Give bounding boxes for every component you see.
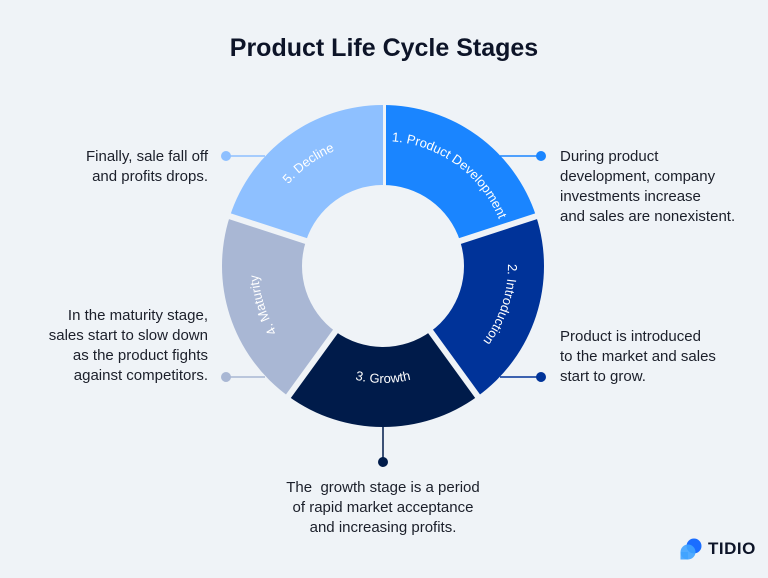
desc-line: against competitors.: [73, 367, 208, 384]
stage-5-segment: [229, 105, 383, 241]
stage-5-description: Finally, sale fall off and profits drops…: [86, 147, 208, 187]
desc-line: as the product fights: [72, 347, 208, 364]
stage-2-segment: [430, 216, 544, 397]
stage-1-dot: [536, 151, 546, 161]
tidio-bubbles-icon: [680, 538, 702, 560]
desc-line: development, company: [560, 168, 716, 185]
tidio-logo: TIDIO: [680, 538, 756, 560]
stage-4-description: In the maturity stage, sales start to sl…: [49, 306, 208, 386]
stage-4-segment: [222, 216, 336, 397]
stage-2-description: Product is introduced to the market and …: [560, 327, 716, 387]
desc-line: Finally, sale fall off: [86, 148, 208, 165]
stage-2-dot: [536, 372, 546, 382]
stage-3-description: The growth stage is a period of rapid ma…: [233, 478, 533, 538]
stage-1-segment: [383, 105, 537, 241]
desc-line: Product is introduced: [560, 328, 701, 345]
stage-3-dot: [378, 457, 388, 467]
desc-line: of rapid market acceptance: [292, 499, 474, 516]
desc-line: The growth stage is a period: [286, 479, 480, 496]
desc-line: to the market and sales: [560, 348, 716, 365]
logo-text: TIDIO: [708, 539, 756, 558]
desc-line: investments increase: [560, 188, 701, 205]
desc-line: and profits drops.: [92, 168, 208, 185]
page-title: Product Life Cycle Stages: [229, 34, 539, 62]
desc-line: and increasing profits.: [309, 519, 457, 536]
stage-1-description: During product development, company inve…: [560, 147, 735, 227]
desc-line: start to grow.: [560, 368, 646, 385]
stage-3-label: 3. Growth: [354, 368, 411, 386]
desc-line: In the maturity stage,: [67, 307, 208, 324]
stage-5-dot: [221, 151, 231, 161]
desc-line: sales start to slow down: [48, 327, 208, 344]
stage-3-segment: [288, 331, 478, 428]
stage-4-dot: [221, 372, 231, 382]
desc-line: During product: [560, 148, 659, 165]
desc-line: and sales are nonexistent.: [560, 208, 736, 225]
